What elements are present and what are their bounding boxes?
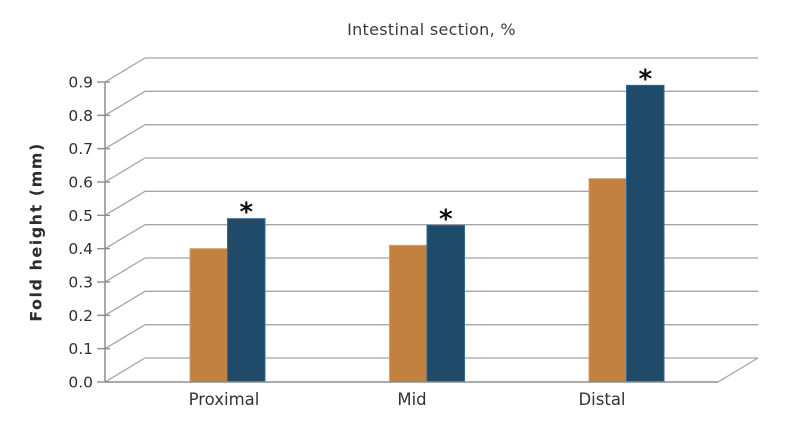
significance-asterisk: * bbox=[439, 204, 453, 234]
significance-asterisk: * bbox=[239, 198, 253, 228]
bar-orange-bars-mid bbox=[389, 244, 428, 383]
depth-gridline bbox=[104, 90, 146, 116]
bar-orange-bars-distal bbox=[588, 178, 627, 383]
y-tick-label: 0.9 bbox=[68, 74, 93, 92]
y-tick-label: 0.6 bbox=[68, 174, 93, 192]
y-tick-label: 0.0 bbox=[68, 374, 93, 392]
depth-gridline bbox=[104, 257, 146, 283]
y-tick-label: 0.7 bbox=[68, 140, 93, 158]
depth-gridline bbox=[104, 57, 146, 83]
y-tick-label: 0.5 bbox=[68, 207, 93, 225]
significance-asterisk: * bbox=[638, 64, 652, 94]
chart-title: Intestinal section, % bbox=[347, 20, 516, 39]
category-label-distal: Distal bbox=[578, 390, 625, 409]
y-tick-label: 0.3 bbox=[68, 274, 93, 292]
bar-blue-bars-proximal bbox=[227, 218, 266, 383]
y-tick-label: 0.1 bbox=[68, 340, 93, 358]
bar-orange-bars-proximal bbox=[189, 248, 228, 383]
bar-blue-bars-mid bbox=[426, 224, 465, 383]
y-tick-label: 0.4 bbox=[68, 240, 93, 258]
category-label-mid: Mid bbox=[397, 390, 426, 409]
depth-gridline bbox=[104, 357, 146, 383]
depth-gridline bbox=[104, 124, 146, 150]
y-tick-label: 0.2 bbox=[68, 307, 93, 325]
depth-gridline bbox=[104, 224, 146, 250]
bar-blue-bars-distal bbox=[626, 84, 665, 383]
category-label-proximal: Proximal bbox=[189, 390, 260, 409]
floor-depth-line bbox=[717, 357, 759, 383]
depth-gridline bbox=[104, 290, 146, 316]
depth-gridline bbox=[104, 324, 146, 350]
depth-gridline bbox=[104, 157, 146, 183]
depth-gridline bbox=[104, 190, 146, 216]
y-tick-label: 0.8 bbox=[68, 107, 93, 125]
